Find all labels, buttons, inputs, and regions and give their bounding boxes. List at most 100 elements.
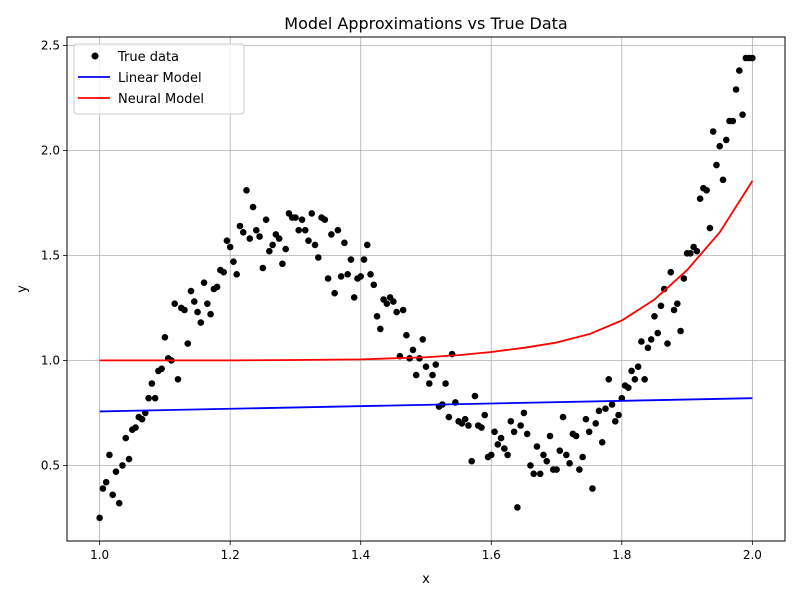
true-data-point xyxy=(409,346,417,354)
y-tick-label: 2.0 xyxy=(41,143,60,157)
x-axis-label: x xyxy=(422,572,430,587)
true-data-point xyxy=(501,445,508,452)
true-data-point xyxy=(181,306,188,314)
true-data-point xyxy=(344,271,351,278)
true-data-point xyxy=(236,222,244,230)
true-data-point xyxy=(243,187,250,194)
legend-label-true-data: True data xyxy=(117,50,179,65)
legend-marker-true-data xyxy=(91,52,99,60)
true-data-point xyxy=(207,310,214,318)
true-data-point xyxy=(275,235,283,242)
true-data-point xyxy=(239,229,247,236)
true-data-point xyxy=(625,384,632,392)
true-data-point xyxy=(282,245,289,253)
true-data-point xyxy=(102,478,110,486)
true-data-point xyxy=(709,128,717,135)
y-axis-ticks: 0.5 1.0 1.5 2.0 2.5 xyxy=(41,38,67,472)
true-data-point xyxy=(533,443,541,450)
legend: True data Linear Model Neural Model xyxy=(73,43,245,115)
true-data-point xyxy=(106,451,113,459)
true-data-point xyxy=(350,294,358,301)
true-data-point xyxy=(442,380,449,387)
true-data-point xyxy=(461,415,469,423)
y-tick-label: 2.5 xyxy=(41,38,60,52)
true-data-point xyxy=(497,434,505,442)
true-data-point xyxy=(328,231,335,238)
true-data-point xyxy=(298,216,306,223)
true-data-point xyxy=(660,285,668,293)
true-data-point xyxy=(204,300,211,308)
true-data-point xyxy=(187,287,195,295)
true-data-point xyxy=(667,268,675,276)
plot-frame xyxy=(66,36,786,542)
true-data-point xyxy=(582,415,590,423)
true-data-point xyxy=(651,313,658,320)
true-data-point xyxy=(674,300,681,308)
legend-label-linear-model: Linear Model xyxy=(118,71,202,86)
true-data-point xyxy=(566,460,573,467)
true-data-point xyxy=(249,203,257,211)
true-data-point xyxy=(530,470,537,478)
true-data-point xyxy=(223,237,231,244)
true-data-point xyxy=(390,298,397,305)
true-data-point xyxy=(197,319,205,326)
true-data-point xyxy=(595,407,603,415)
true-data-point xyxy=(523,430,531,438)
true-data-point xyxy=(337,273,345,280)
true-data-point xyxy=(536,470,544,478)
true-data-point xyxy=(687,250,694,257)
plot-series xyxy=(96,54,756,522)
true-data-point xyxy=(308,210,316,217)
true-data-point xyxy=(520,409,528,417)
x-tick-label: 2.0 xyxy=(743,548,762,562)
true-data-point xyxy=(256,233,263,240)
y-axis-label: y xyxy=(15,285,30,293)
true-data-point xyxy=(367,271,374,278)
true-data-point xyxy=(161,334,169,341)
true-data-point xyxy=(158,365,165,373)
true-data-point xyxy=(331,289,338,297)
true-data-point xyxy=(419,336,427,343)
true-data-point xyxy=(732,86,740,93)
true-data-point xyxy=(259,264,267,272)
true-data-point xyxy=(543,457,551,465)
true-data-point xyxy=(341,239,348,247)
true-data-point xyxy=(112,468,120,476)
true-data-point xyxy=(703,187,710,194)
true-data-point xyxy=(546,432,554,440)
true-data-point xyxy=(504,451,511,459)
true-data-point xyxy=(190,298,198,305)
true-data-point xyxy=(719,176,727,184)
true-data-point xyxy=(664,340,671,347)
true-data-point xyxy=(713,161,720,169)
true-data-point xyxy=(311,241,319,249)
true-data-point xyxy=(305,237,312,244)
true-data-point xyxy=(422,363,430,371)
true-data-point xyxy=(514,504,521,511)
true-data-point xyxy=(670,306,678,314)
true-data-point xyxy=(559,413,567,421)
true-data-point xyxy=(576,466,583,473)
true-data-point xyxy=(481,411,489,419)
true-data-point xyxy=(585,428,593,436)
true-data-point xyxy=(716,142,724,150)
true-data-point xyxy=(465,422,472,429)
true-data-point xyxy=(115,499,123,507)
true-data-point xyxy=(749,54,756,62)
true-data-point xyxy=(706,224,714,232)
true-data-point xyxy=(540,451,547,459)
true-data-point xyxy=(611,418,619,425)
true-data-point xyxy=(151,394,159,402)
x-tick-label: 1.4 xyxy=(351,548,370,562)
true-data-point xyxy=(478,424,485,431)
true-data-point xyxy=(393,308,400,316)
linear-model-line xyxy=(99,397,753,413)
legend-box xyxy=(73,43,245,115)
true-data-point xyxy=(517,422,524,429)
true-data-point xyxy=(598,439,606,446)
true-data-point xyxy=(252,226,260,234)
true-data-point xyxy=(618,394,626,402)
true-data-point xyxy=(657,302,665,310)
true-data-point xyxy=(736,67,743,74)
true-data-point xyxy=(563,451,570,459)
